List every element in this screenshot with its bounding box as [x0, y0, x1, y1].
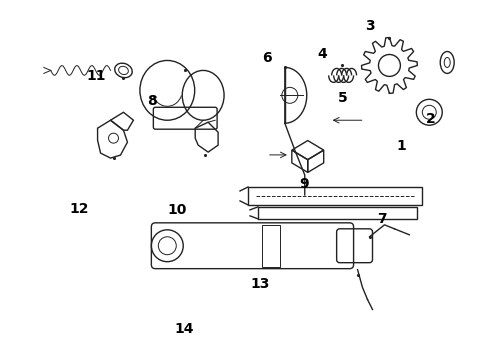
- Text: 3: 3: [365, 19, 374, 33]
- Text: 12: 12: [69, 202, 89, 216]
- Text: 1: 1: [396, 139, 406, 153]
- Text: 6: 6: [262, 51, 272, 65]
- Text: 11: 11: [86, 69, 106, 83]
- Text: 8: 8: [147, 94, 157, 108]
- Text: 13: 13: [250, 277, 270, 291]
- Text: 9: 9: [299, 177, 308, 190]
- Text: 5: 5: [338, 90, 347, 104]
- Text: 14: 14: [174, 322, 194, 336]
- Text: 7: 7: [377, 212, 387, 226]
- Text: 4: 4: [317, 48, 327, 62]
- Text: 2: 2: [426, 112, 435, 126]
- Text: 10: 10: [167, 203, 186, 217]
- Circle shape: [378, 54, 400, 76]
